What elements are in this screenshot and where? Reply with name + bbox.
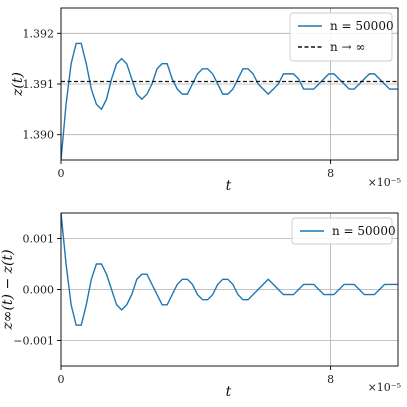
legend-box [291,217,393,245]
y-tick-label: 1.391 [23,78,55,91]
y-axis-label: z(t) [10,72,26,97]
x-tick-label: 8 [327,373,334,386]
x-axis-label: t [226,178,232,194]
legend-label: n = 50000 [332,224,396,238]
y-tick-label: 0.000 [23,284,55,297]
bottom-plot: −0.001 0.000 0.001 0 8 ×10⁻⁵ t z∞(t) − z(t) n = … [0,212,401,400]
y-axis-label: z∞(t) − z(t) [0,249,16,330]
y-tick-label: 1.392 [23,27,55,40]
series-line-0 [61,213,398,326]
legend: n = 50000 [291,217,396,245]
legend: n = 50000 n → ∞ [289,12,394,62]
x-tick-label: 8 [327,167,334,180]
x-offset-label: ×10⁻⁵ [368,381,401,394]
legend-label: n → ∞ [330,40,365,54]
y-tick-label: 0.001 [23,233,55,246]
series-line-0 [61,42,398,160]
y-tick-label: 1.390 [23,129,55,142]
x-axis-label: t [226,384,232,400]
top-plot: 1.390 1.391 1.392 0 8 ×10⁻⁵ t z(t) n = 50000 n → … [10,7,401,194]
x-offset-label: ×10⁻⁵ [368,176,401,189]
y-tick-label: −0.001 [13,335,54,348]
legend-box [289,12,393,62]
x-tick-label: 0 [58,373,65,386]
x-tick-label: 0 [58,167,65,180]
legend-label: n = 50000 [330,19,394,33]
